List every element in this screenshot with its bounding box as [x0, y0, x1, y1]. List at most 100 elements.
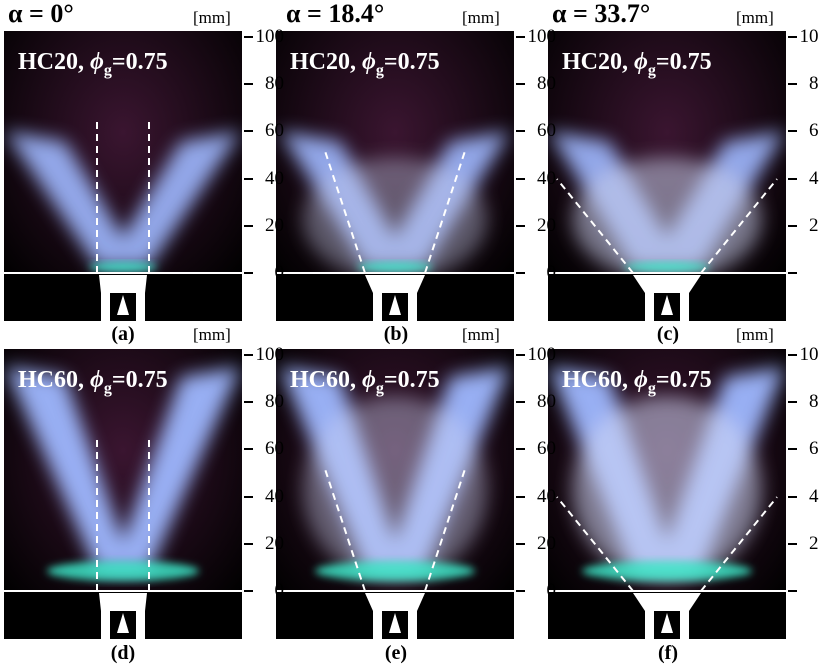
flame-image — [4, 349, 242, 639]
axis-tick-label: 0 — [792, 263, 819, 283]
axis-tick-label: 80 — [809, 73, 819, 95]
flame-photo-panel-b: HC20, ϕg=0.75 — [276, 31, 514, 321]
axis-tick — [244, 401, 253, 404]
axis-tick — [516, 542, 525, 545]
column-header-alpha-33: α = 33.7° — [552, 0, 651, 28]
flame-image — [4, 31, 242, 321]
axis-tick — [516, 448, 525, 451]
panel-label: HC60, ϕg=0.75 — [562, 367, 712, 397]
axis-tick-label: 80 — [537, 391, 556, 413]
axis-tick — [788, 590, 797, 592]
axis-tick — [244, 272, 253, 274]
unit-label: [mm] — [193, 8, 231, 27]
axis-tick-label: 40 — [809, 485, 819, 507]
axis-tick-label: 100 — [799, 26, 819, 47]
axis-tick — [244, 177, 253, 180]
axis-tick — [244, 590, 253, 592]
axis-tick-label: 80 — [265, 73, 284, 95]
axis-tick — [244, 130, 253, 133]
flame-image — [548, 31, 786, 321]
axis-tick — [788, 448, 797, 451]
panel-caption: (c) — [656, 323, 680, 345]
axis-tick — [516, 272, 525, 274]
unit-label: [mm] — [462, 325, 500, 344]
axis-tick — [516, 36, 525, 38]
axis-tick-label: 80 — [265, 391, 284, 413]
axis-tick — [244, 448, 253, 451]
axis-tick-label: 100 — [255, 344, 285, 365]
axis-tick — [516, 354, 525, 356]
axis-tick — [788, 542, 797, 545]
unit-label: [mm] — [736, 325, 774, 344]
axis-tick-label: 40 — [265, 485, 284, 507]
panel-caption: (e) — [384, 642, 408, 664]
axis-tick-label: 100 — [255, 26, 285, 47]
flame-image — [276, 31, 514, 321]
axis-tick — [788, 36, 797, 38]
axis-tick-label: 80 — [537, 73, 556, 95]
axis-tick — [788, 354, 797, 356]
flame-photo-panel-f: HC60, ϕg=0.75 — [548, 349, 786, 639]
axis-tick — [788, 272, 797, 274]
axis-tick — [516, 401, 525, 404]
flame-photo-panel-d: HC60, ϕg=0.75 — [4, 349, 242, 639]
panel-caption: (b) — [383, 323, 409, 345]
axis-tick-label: 0 — [546, 580, 557, 601]
flame-photo-panel-c: HC20, ϕg=0.75 — [548, 31, 786, 321]
panel-label: HC20, ϕg=0.75 — [290, 49, 440, 79]
axis-tick-label: 20 — [809, 532, 819, 554]
axis-tick — [788, 224, 797, 227]
axis-tick — [244, 495, 253, 498]
axis-tick-label: 0 — [274, 580, 285, 601]
axis-tick-label: 20 — [265, 532, 284, 554]
axis-tick — [788, 83, 797, 86]
axis-tick — [244, 83, 253, 86]
axis-tick-label: 20 — [537, 532, 556, 554]
axis-tick — [516, 590, 525, 592]
axis-tick-label: 60 — [265, 120, 284, 142]
axis-tick-label: 60 — [537, 438, 556, 460]
axis-tick — [516, 83, 525, 86]
panel-caption: (f) — [658, 642, 678, 664]
axis-tick-label: 100 — [799, 344, 819, 365]
flame-photo-panel-a: HC20, ϕg=0.75 — [4, 31, 242, 321]
axis-tick-label: 60 — [265, 438, 284, 460]
axis-tick-label: 100 — [527, 344, 557, 365]
axis-tick — [788, 130, 797, 133]
axis-tick-label: 40 — [265, 167, 284, 189]
axis-tick-label: 0 — [792, 581, 819, 601]
column-header-alpha-18: α = 18.4° — [286, 0, 385, 28]
axis-tick-label: 80 — [809, 391, 819, 413]
panel-caption: (d) — [110, 642, 136, 664]
axis-tick-label: 100 — [527, 26, 557, 47]
axis-tick — [516, 224, 525, 227]
axis-tick-label: 60 — [809, 120, 819, 142]
axis-tick — [516, 130, 525, 133]
flame-image — [276, 349, 514, 639]
column-header-alpha-0: α = 0° — [8, 0, 74, 28]
panel-label: HC20, ϕg=0.75 — [562, 49, 712, 79]
flame-image — [548, 349, 786, 639]
axis-tick-label: 40 — [537, 485, 556, 507]
axis-tick — [244, 542, 253, 545]
panel-caption: (a) — [111, 323, 135, 345]
axis-tick-label: 60 — [809, 438, 819, 460]
axis-tick — [244, 224, 253, 227]
axis-tick — [244, 354, 253, 356]
unit-label: [mm] — [193, 325, 231, 344]
axis-tick-label: 60 — [537, 120, 556, 142]
axis-tick-label: 0 — [546, 262, 557, 283]
axis-tick-label: 0 — [274, 262, 285, 283]
axis-tick — [788, 177, 797, 180]
panel-label: HC60, ϕg=0.75 — [290, 367, 440, 397]
axis-tick-label: 40 — [809, 167, 819, 189]
axis-tick — [788, 401, 797, 404]
axis-tick — [244, 36, 253, 38]
axis-tick — [788, 495, 797, 498]
unit-label: [mm] — [462, 8, 500, 27]
axis-tick-label: 20 — [537, 214, 556, 236]
panel-label: HC20, ϕg=0.75 — [18, 49, 168, 79]
axis-tick-label: 20 — [809, 214, 819, 236]
axis-tick — [516, 177, 525, 180]
panel-label: HC60, ϕg=0.75 — [18, 367, 168, 397]
